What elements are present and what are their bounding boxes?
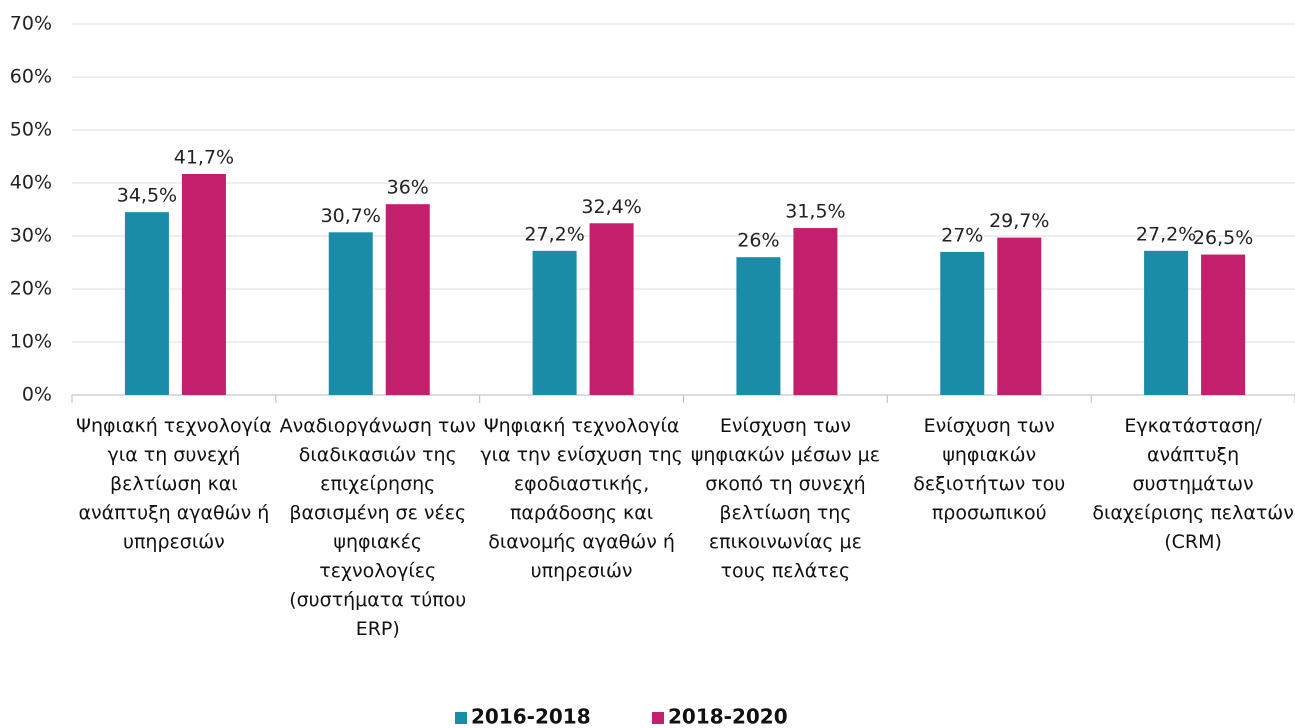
bar: [997, 237, 1042, 395]
bar: [736, 257, 781, 395]
y-tick-label: 0%: [22, 384, 52, 406]
legend-swatch: [652, 712, 664, 724]
bar: [181, 173, 226, 395]
x-tick-label: Ενίσχυση των ψηφιακών δεξιοτήτων του προ…: [913, 415, 1066, 524]
x-tick-label: Ψηφιακή τεχνολογία για την ενίσχυση της …: [480, 415, 683, 582]
data-label: 41,7%: [174, 146, 234, 168]
x-tick-label: Αναδιοργάνωση των διαδικασιών της επιχεί…: [279, 415, 476, 640]
y-tick-label: 50%: [10, 119, 52, 141]
data-label: 26,5%: [1193, 227, 1253, 249]
y-tick-label: 10%: [10, 331, 52, 353]
data-label: 32,4%: [581, 196, 641, 218]
data-label: 34,5%: [117, 185, 177, 207]
bar: [328, 232, 373, 395]
y-tick-label: 40%: [10, 172, 52, 194]
bar: [1201, 254, 1246, 395]
data-label: 31,5%: [785, 201, 845, 223]
data-label: 29,7%: [989, 210, 1049, 232]
y-tick-label: 60%: [10, 66, 52, 88]
legend-swatch: [455, 712, 467, 724]
bar: [124, 212, 169, 395]
bar: [385, 204, 430, 395]
data-label: 26%: [737, 230, 779, 252]
y-tick-label: 30%: [10, 225, 52, 247]
data-label: 27,2%: [524, 223, 584, 245]
x-tick-label: Ενίσχυση των ψηφιακών μέσων με σκοπό τη …: [690, 415, 880, 582]
data-label: 27,2%: [1136, 223, 1196, 245]
legend-label: 2016-2018: [471, 705, 591, 728]
bar: [1144, 250, 1189, 395]
x-tick-label: Εγκατάσταση/ ανάπτυξη συστημάτων διαχείρ…: [1092, 415, 1294, 553]
data-label: 30,7%: [321, 205, 381, 227]
bar: [793, 228, 838, 395]
y-tick-label: 70%: [10, 13, 52, 35]
legend-label: 2018-2020: [668, 705, 788, 728]
data-label: 36%: [387, 177, 429, 199]
bar: [940, 251, 985, 395]
bar: [532, 250, 577, 395]
data-label: 27%: [941, 224, 983, 246]
bar: [589, 223, 634, 395]
y-tick-label: 20%: [10, 278, 52, 300]
x-tick-label: Ψηφιακή τεχνολογία για τη συνεχή βελτίωσ…: [76, 415, 272, 553]
